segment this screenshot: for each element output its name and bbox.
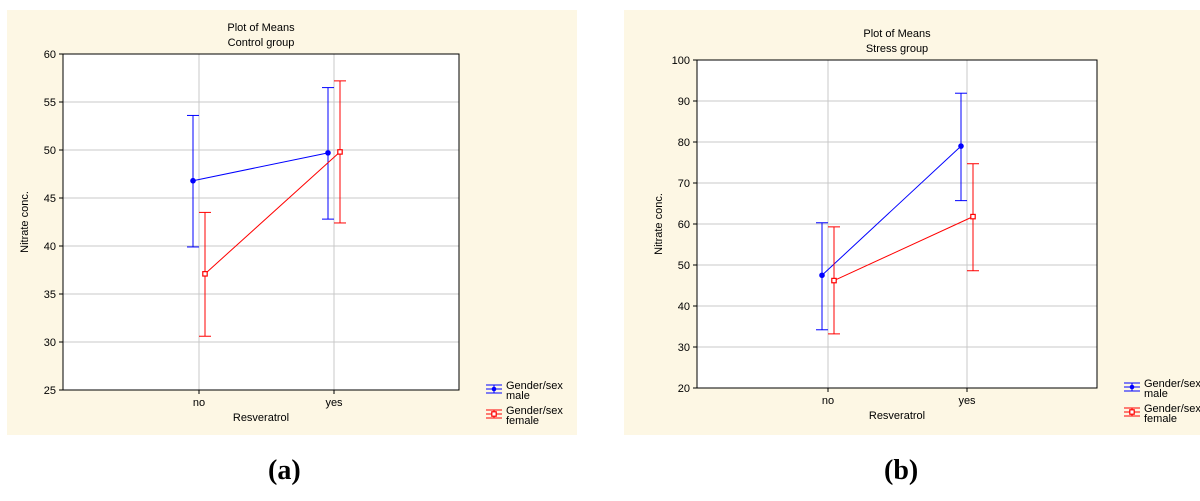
chart-a-svg: Plot of Means Control group 25 30 35 40 45 50 55… xyxy=(7,10,577,435)
legend-label: male xyxy=(506,390,530,402)
y-axis-label: Nitrate conc. xyxy=(19,191,31,253)
x-axis-label: Resveratrol xyxy=(233,412,289,424)
chart-subtitle: Stress group xyxy=(866,43,928,55)
y-tick-label: 60 xyxy=(44,49,56,61)
y-tick-label: 35 xyxy=(44,289,56,301)
legend-label: female xyxy=(1144,413,1177,425)
x-tick-label: no xyxy=(822,395,834,407)
y-tick-label: 60 xyxy=(678,219,690,231)
x-tick-label: yes xyxy=(958,395,976,407)
chart-title: Plot of Means xyxy=(227,22,295,34)
y-tick-label: 40 xyxy=(678,301,690,313)
chart-panel-a: Plot of Means Control group 25 30 35 40 45 50 55… xyxy=(7,10,577,435)
x-tick-label: yes xyxy=(325,397,343,409)
legend-label: Gender/sex xyxy=(1144,378,1200,390)
y-tick-label: 70 xyxy=(678,178,690,190)
y-tick-label: 30 xyxy=(678,342,690,354)
plot-frame xyxy=(62,53,460,391)
series-line xyxy=(821,145,962,276)
caption-b: (b) xyxy=(884,455,919,486)
y-tick-label: 20 xyxy=(678,383,690,395)
chart-title: Plot of Means xyxy=(863,28,931,40)
legend-marker xyxy=(491,386,497,392)
y-tick-label: 25 xyxy=(44,385,56,397)
data-point xyxy=(325,150,331,156)
y-tick-label: 50 xyxy=(678,260,690,272)
series-line xyxy=(833,216,974,282)
y-tick-label: 45 xyxy=(44,193,56,205)
legend-label: male xyxy=(1144,388,1168,400)
data-point xyxy=(831,277,837,284)
x-tick-label: no xyxy=(193,397,205,409)
y-tick-label: 55 xyxy=(44,97,56,109)
legend-label: Gender/sex xyxy=(506,380,563,392)
data-point xyxy=(202,271,208,277)
series-line xyxy=(204,151,341,275)
data-point xyxy=(190,177,196,184)
legend-label: Gender/sex xyxy=(506,405,563,417)
legend-label: Gender/sex xyxy=(1144,403,1200,415)
y-tick-label: 40 xyxy=(44,241,56,253)
y-axis-label: Nitrate conc. xyxy=(653,193,665,255)
legend-marker xyxy=(1129,384,1135,390)
caption-a: (a) xyxy=(268,455,301,486)
data-point xyxy=(819,272,825,279)
legend-marker xyxy=(491,411,497,417)
chart-subtitle: Control group xyxy=(228,37,295,49)
plot-area xyxy=(63,54,459,390)
y-tick-label: 80 xyxy=(678,137,690,149)
data-point xyxy=(970,213,976,220)
series-line xyxy=(192,152,329,182)
y-tick-label: 30 xyxy=(44,337,56,349)
legend-marker xyxy=(1129,409,1135,415)
y-tick-label: 100 xyxy=(672,55,690,67)
y-tick-label: 90 xyxy=(678,96,690,108)
x-axis-label: Resveratrol xyxy=(869,410,925,422)
y-tick-label: 50 xyxy=(44,145,56,157)
plot-frame xyxy=(696,59,1098,389)
chart-panel-b: Plot of Means Stress group 20 30 40 50 60 70 80 9… xyxy=(624,10,1200,435)
legend-label: female xyxy=(506,415,539,427)
data-point xyxy=(337,149,343,155)
data-point xyxy=(958,143,964,149)
chart-b-svg: Plot of Means Stress group 20 30 40 50 60 70 80 9… xyxy=(624,10,1200,435)
